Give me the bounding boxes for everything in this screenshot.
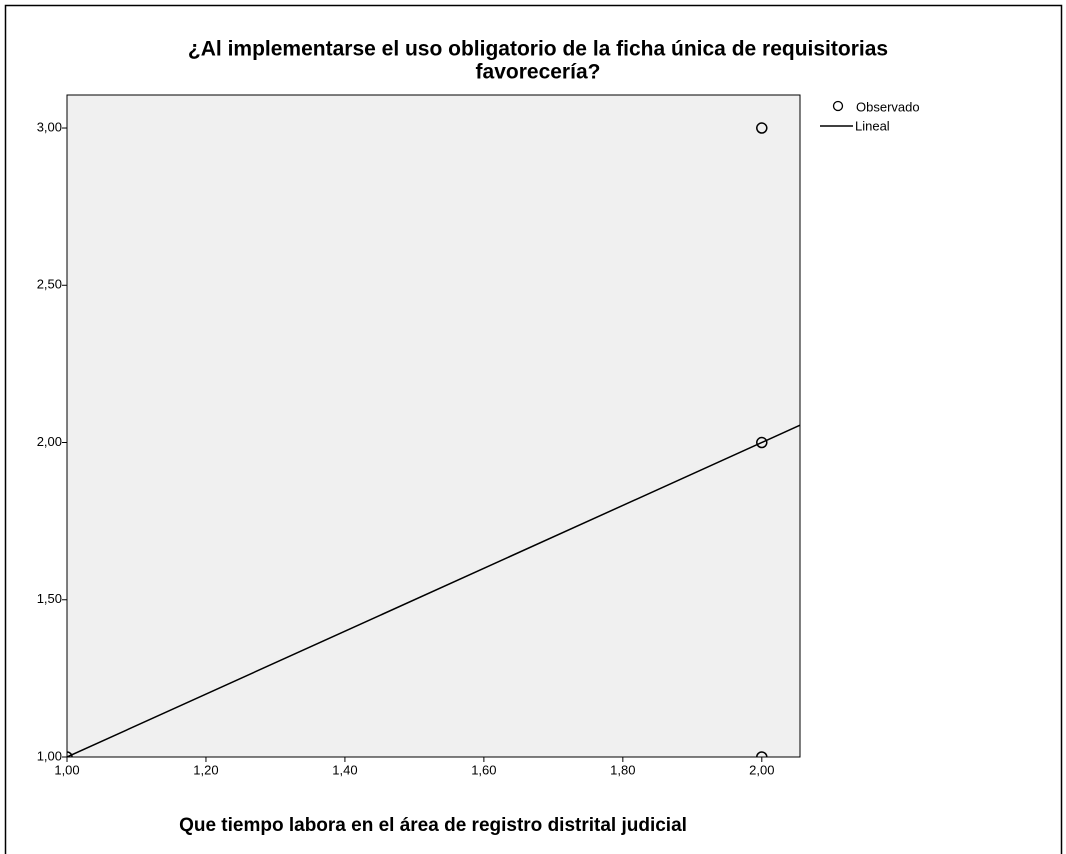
- y-tick-label: 2,00: [37, 434, 62, 449]
- x-tick-label: 1,20: [193, 762, 218, 777]
- point: [756, 122, 768, 134]
- y-tick-label: 2,50: [37, 277, 62, 292]
- x-tick-label: 1,60: [471, 762, 496, 777]
- x-tick-label: 1,40: [332, 762, 357, 777]
- y-tick-label: 1,50: [37, 591, 62, 606]
- x-tick-label: 1,80: [610, 762, 635, 777]
- y-tick-label: 3,00: [37, 119, 62, 134]
- point: [756, 436, 768, 449]
- fit-line: [67, 424, 800, 757]
- plot-area: [66, 94, 801, 758]
- legend-label: Lineal: [855, 118, 890, 133]
- x-tick-label: 2,00: [749, 762, 774, 777]
- y-tick-label: 1,00: [37, 748, 62, 763]
- legend-symbol: [832, 100, 844, 112]
- point: [756, 751, 768, 757]
- chart-title: favorecería?: [476, 61, 601, 84]
- x-tick-label: 1,00: [54, 762, 79, 777]
- legend-label: Observado: [856, 99, 920, 114]
- chart-title: ¿Al implementarse el uso obligatorio de …: [188, 38, 888, 61]
- x-axis-label: Que tiempo labora en el área de registro…: [179, 815, 687, 836]
